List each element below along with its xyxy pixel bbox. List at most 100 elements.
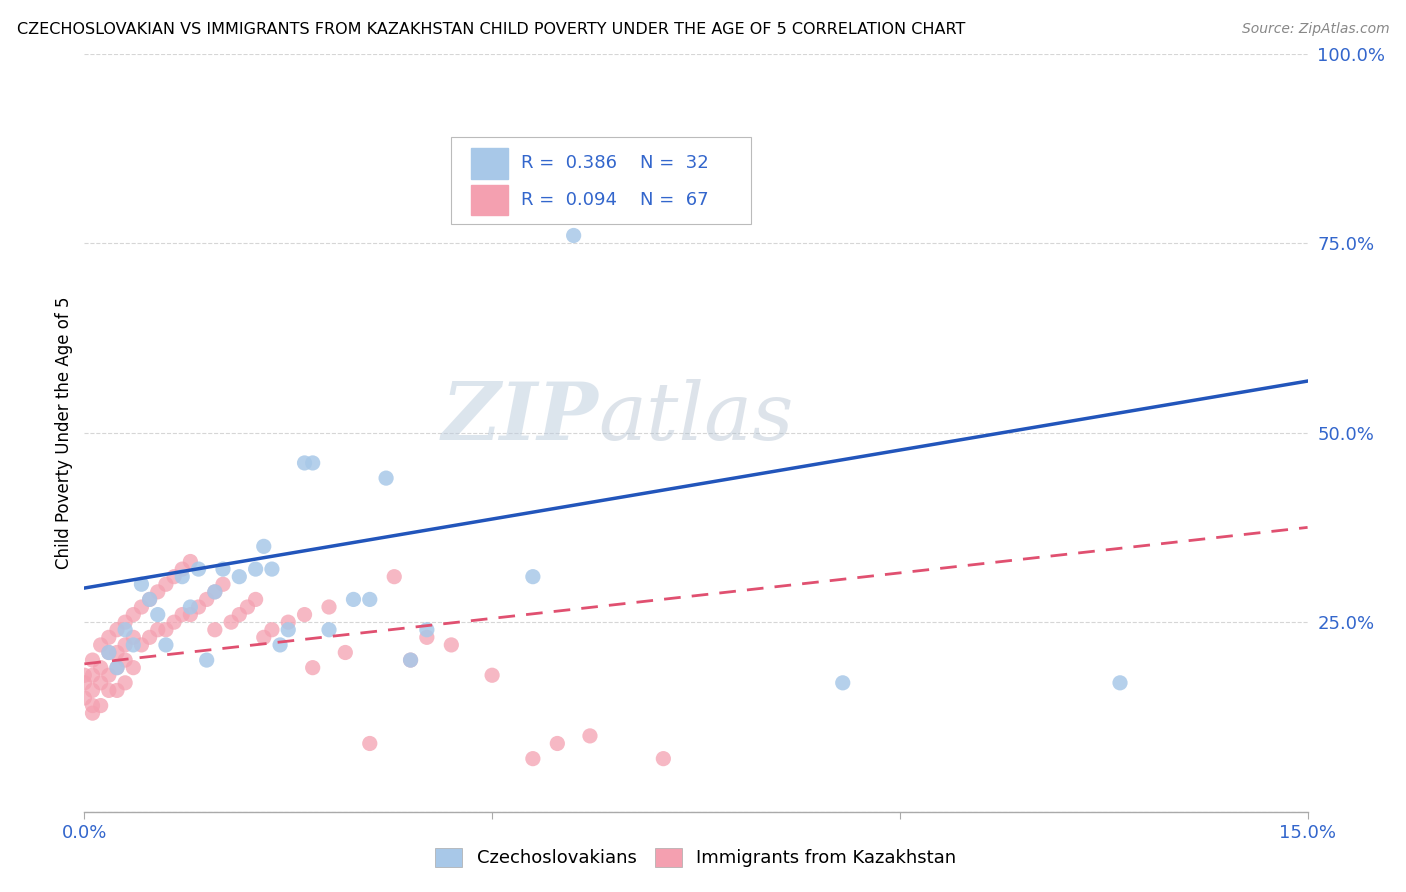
Point [562,228,585,243]
Point [73,676,96,690]
Point [97,646,120,660]
Point [342,592,364,607]
Text: R =  0.094    N =  67: R = 0.094 N = 67 [522,191,709,209]
Point [172,607,194,622]
Point [82,698,104,713]
Point [245,592,267,607]
Point [73,668,96,682]
Legend: Czechoslovakians, Immigrants from Kazakhstan: Czechoslovakians, Immigrants from Kazakh… [429,841,963,875]
Text: CZECHOSLOVAKIAN VS IMMIGRANTS FROM KAZAKHSTAN CHILD POVERTY UNDER THE AGE OF 5 C: CZECHOSLOVAKIAN VS IMMIGRANTS FROM KAZAK… [17,22,966,37]
Point [318,623,340,637]
Point [155,577,177,591]
Point [105,660,128,675]
Point [277,615,299,630]
Point [245,562,267,576]
Point [179,607,201,622]
Y-axis label: Child Poverty Under the Age of 5: Child Poverty Under the Age of 5 [55,296,73,569]
Point [228,607,250,622]
Point [416,630,439,644]
Point [359,592,381,607]
Point [172,562,194,576]
Point [114,615,136,630]
FancyBboxPatch shape [471,148,508,178]
Point [97,668,120,682]
Point [187,562,209,576]
Point [212,577,235,591]
Point [90,676,112,690]
Point [138,630,160,644]
Point [204,623,226,637]
Text: R =  0.386    N =  32: R = 0.386 N = 32 [522,154,709,172]
Point [579,729,602,743]
Point [146,607,169,622]
Point [652,751,675,765]
Point [228,570,250,584]
Point [163,570,186,584]
Point [318,600,340,615]
Point [82,653,104,667]
Point [73,691,96,706]
Point [236,600,259,615]
Point [253,630,276,644]
Point [114,653,136,667]
Point [97,683,120,698]
Point [122,638,145,652]
Point [97,630,120,644]
Point [105,646,128,660]
Point [253,539,276,553]
Point [522,570,544,584]
Point [301,660,323,675]
Point [138,592,160,607]
Point [375,471,398,485]
Point [155,623,177,637]
Point [82,668,104,682]
Point [204,585,226,599]
Point [138,592,160,607]
Point [146,585,169,599]
Point [382,570,405,584]
Point [131,638,153,652]
Point [122,607,145,622]
Point [546,737,568,751]
Point [269,638,291,652]
Point [260,623,283,637]
Point [831,676,853,690]
Point [90,638,112,652]
Point [172,570,194,584]
Point [301,456,323,470]
Point [440,638,463,652]
Point [179,554,201,569]
Point [294,607,316,622]
Point [481,668,503,682]
FancyBboxPatch shape [451,137,751,224]
Point [131,600,153,615]
Point [90,660,112,675]
Point [195,653,218,667]
Point [277,623,299,637]
Point [114,638,136,652]
Point [122,660,145,675]
Point [179,600,201,615]
FancyBboxPatch shape [471,185,508,215]
Point [359,737,381,751]
Point [155,638,177,652]
Point [122,630,145,644]
Point [114,676,136,690]
Point [97,646,120,660]
Point [416,623,439,637]
Point [163,615,186,630]
Point [82,706,104,721]
Point [114,623,136,637]
Point [82,683,104,698]
Point [195,592,218,607]
Point [522,751,544,765]
Point [131,577,153,591]
Point [146,623,169,637]
Point [260,562,283,576]
Point [204,585,226,599]
Point [294,456,316,470]
Point [1109,676,1132,690]
Point [399,653,422,667]
Point [105,683,128,698]
Point [187,600,209,615]
